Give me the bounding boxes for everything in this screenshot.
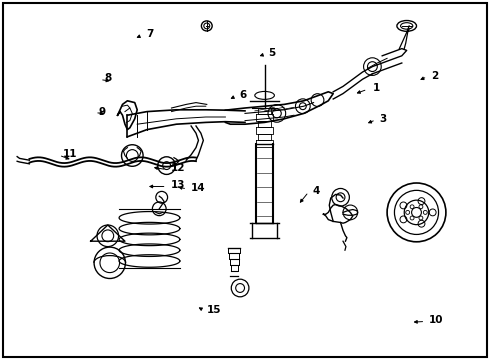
Text: 7: 7 (146, 29, 153, 39)
Text: 8: 8 (104, 73, 111, 84)
Text: 14: 14 (191, 183, 206, 193)
Text: 6: 6 (239, 90, 246, 100)
Text: 2: 2 (431, 71, 439, 81)
Text: 11: 11 (63, 149, 77, 159)
Text: 3: 3 (380, 114, 387, 124)
Text: 13: 13 (171, 180, 185, 190)
Text: 5: 5 (269, 48, 276, 58)
Text: 9: 9 (99, 107, 106, 117)
Text: 15: 15 (207, 305, 221, 315)
Text: 4: 4 (313, 186, 320, 196)
Text: 12: 12 (171, 163, 185, 174)
Text: 1: 1 (372, 83, 380, 93)
Text: 10: 10 (429, 315, 443, 325)
